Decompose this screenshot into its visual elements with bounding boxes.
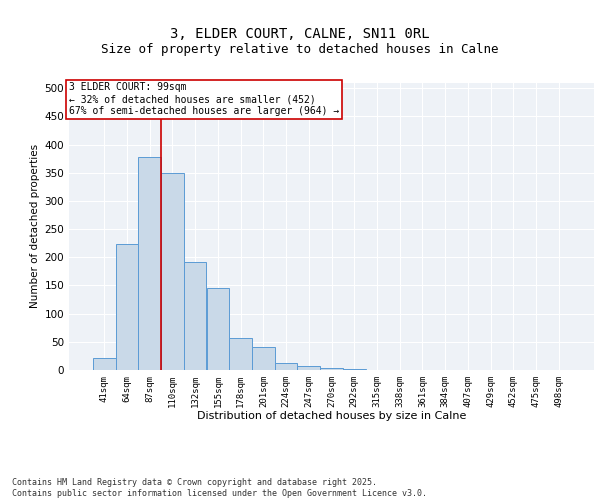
Bar bbox=[93, 358, 116, 370]
Bar bbox=[320, 368, 343, 370]
Bar bbox=[161, 172, 184, 370]
Bar bbox=[116, 244, 139, 370]
X-axis label: Distribution of detached houses by size in Calne: Distribution of detached houses by size … bbox=[197, 412, 466, 422]
Bar bbox=[298, 366, 320, 370]
Text: Size of property relative to detached houses in Calne: Size of property relative to detached ho… bbox=[101, 42, 499, 56]
Bar bbox=[206, 288, 229, 370]
Bar bbox=[275, 363, 298, 370]
Bar bbox=[139, 157, 161, 370]
Bar bbox=[229, 338, 252, 370]
Bar bbox=[184, 262, 206, 370]
Text: 3 ELDER COURT: 99sqm
← 32% of detached houses are smaller (452)
67% of semi-deta: 3 ELDER COURT: 99sqm ← 32% of detached h… bbox=[69, 82, 339, 116]
Y-axis label: Number of detached properties: Number of detached properties bbox=[30, 144, 40, 308]
Text: Contains HM Land Registry data © Crown copyright and database right 2025.
Contai: Contains HM Land Registry data © Crown c… bbox=[12, 478, 427, 498]
Text: 3, ELDER COURT, CALNE, SN11 0RL: 3, ELDER COURT, CALNE, SN11 0RL bbox=[170, 28, 430, 42]
Bar bbox=[252, 348, 275, 370]
